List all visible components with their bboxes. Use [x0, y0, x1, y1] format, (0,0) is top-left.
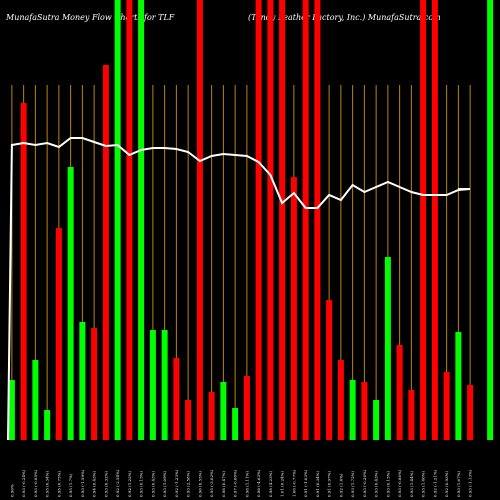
bar [79, 322, 86, 440]
bar [44, 410, 51, 440]
x-tick-label: 1.01 (0.24%) [280, 471, 285, 497]
bar [361, 382, 368, 440]
x-tick-label: 0.93 (0.43%) [150, 471, 155, 497]
bar [431, 0, 438, 440]
bar [173, 358, 180, 440]
x-tick-label: 0.93 (0.32%) [103, 471, 108, 497]
bar [290, 177, 297, 440]
bar [420, 0, 427, 440]
x-tick-label: 0.93 (-1.13%) [468, 469, 473, 497]
bar [279, 0, 286, 440]
bar [32, 360, 39, 440]
x-tick-label: 0.95 (0.75%) [56, 471, 61, 497]
x-tick-label: 0.98 (1.11%) [244, 471, 249, 497]
bar [337, 360, 344, 440]
x-tick-label: 0.93 (1.46%) [421, 471, 426, 497]
bar [384, 257, 391, 440]
x-tick-label: 0.91 (0.97%) [327, 471, 332, 497]
bar [326, 300, 333, 440]
bar [443, 372, 450, 440]
money-flow-line [7, 137, 471, 441]
bars [8, 0, 494, 440]
x-tick-label: 0.92 (-2.54%) [115, 469, 120, 497]
bar [408, 390, 415, 440]
bar [126, 0, 133, 440]
x-tick-label: 0.95 (1.7%) [68, 473, 73, 497]
bar [467, 385, 474, 440]
x-tick-label: 0.93 (1.67%) [456, 471, 461, 497]
x-tick-label: 0.93 (2.58%) [186, 471, 191, 497]
chart-title-right: (Tandy Leather Factory, Inc.) MunafaSutr… [248, 13, 441, 22]
bar [396, 345, 403, 440]
x-tick-label: 0.96% [9, 484, 14, 497]
bar [314, 0, 321, 440]
bar [149, 330, 156, 440]
bar [20, 103, 27, 440]
x-tick-label: 0.92 (-1.23%) [174, 469, 179, 497]
x-tick-label: 0.93 (1.09%) [162, 471, 167, 497]
chart-title-left: MunafaSutra Money Flow Charts for TLF [5, 13, 175, 22]
x-tick-label: 0.92 (-1.21%) [432, 469, 437, 497]
x-tick-label: 0.95 (0.34%) [45, 471, 50, 497]
bar [302, 0, 309, 440]
x-tick-label: 0.93 (1.72%) [350, 471, 355, 497]
x-tick-label: 0.93 (-0.86%) [397, 469, 402, 497]
bar [487, 0, 494, 440]
bar [349, 380, 356, 440]
x-tick-label: 0.93 (-0.26%) [362, 469, 367, 497]
x-tick-label: 0.93 (0.15%) [385, 471, 390, 497]
bar [232, 408, 239, 440]
bar [55, 228, 62, 440]
bar [161, 330, 168, 440]
x-tick-label: 0.92 (1.22%) [127, 471, 132, 497]
x-tick-label: 0.93 (0.43%) [374, 471, 379, 497]
x-tick-label: 0.93 (-0.85%) [33, 469, 38, 497]
x-tick-label: 0.98 (-4.63%) [256, 469, 261, 497]
x-tick-label: 0.92 (1.4%) [338, 473, 343, 497]
x-tick-label: 0.92 (0.93%) [444, 471, 449, 497]
x-tick-label: 0.91 (-1.03%) [303, 469, 308, 497]
bar [255, 0, 262, 440]
bar [8, 380, 15, 440]
bar [220, 382, 227, 440]
x-tick-label: 1.00 (-0.77%) [291, 469, 296, 497]
x-tick-label: 0.98 (0.47%) [221, 471, 226, 497]
x-tick-label: 0.95 (-3.02%) [209, 469, 214, 497]
x-tick-label: 0.97 (-0.66%) [233, 469, 238, 497]
x-tick-labels: 0.96% 0.93 (-0.24%) 0.93 (-0.85%) 0.95 (0.3… [9, 469, 472, 497]
x-tick-label: 0.93 (-0.24%) [21, 469, 26, 497]
bar [243, 376, 250, 440]
bar [138, 0, 145, 440]
x-tick-label: 0.93 (0.15%) [139, 471, 144, 497]
bar [114, 0, 121, 440]
x-tick-label: 0.96 (0.55%) [197, 471, 202, 497]
bar [373, 400, 380, 440]
bar [185, 400, 192, 440]
x-tick-label: 0.94 (0.43%) [92, 471, 97, 497]
bar [208, 392, 215, 440]
x-tick-label: 0.93 (1.44%) [409, 471, 414, 497]
x-tick-label: 0.91 (0.34%) [315, 471, 320, 497]
bar [91, 328, 98, 440]
bar [102, 65, 109, 440]
bar [267, 0, 274, 440]
bar [67, 167, 74, 440]
x-tick-label: 0.98 (4.23%) [268, 471, 273, 497]
bar [196, 0, 203, 440]
bar [455, 332, 462, 440]
x-tick-label: 0.93 (-1.59%) [80, 469, 85, 497]
